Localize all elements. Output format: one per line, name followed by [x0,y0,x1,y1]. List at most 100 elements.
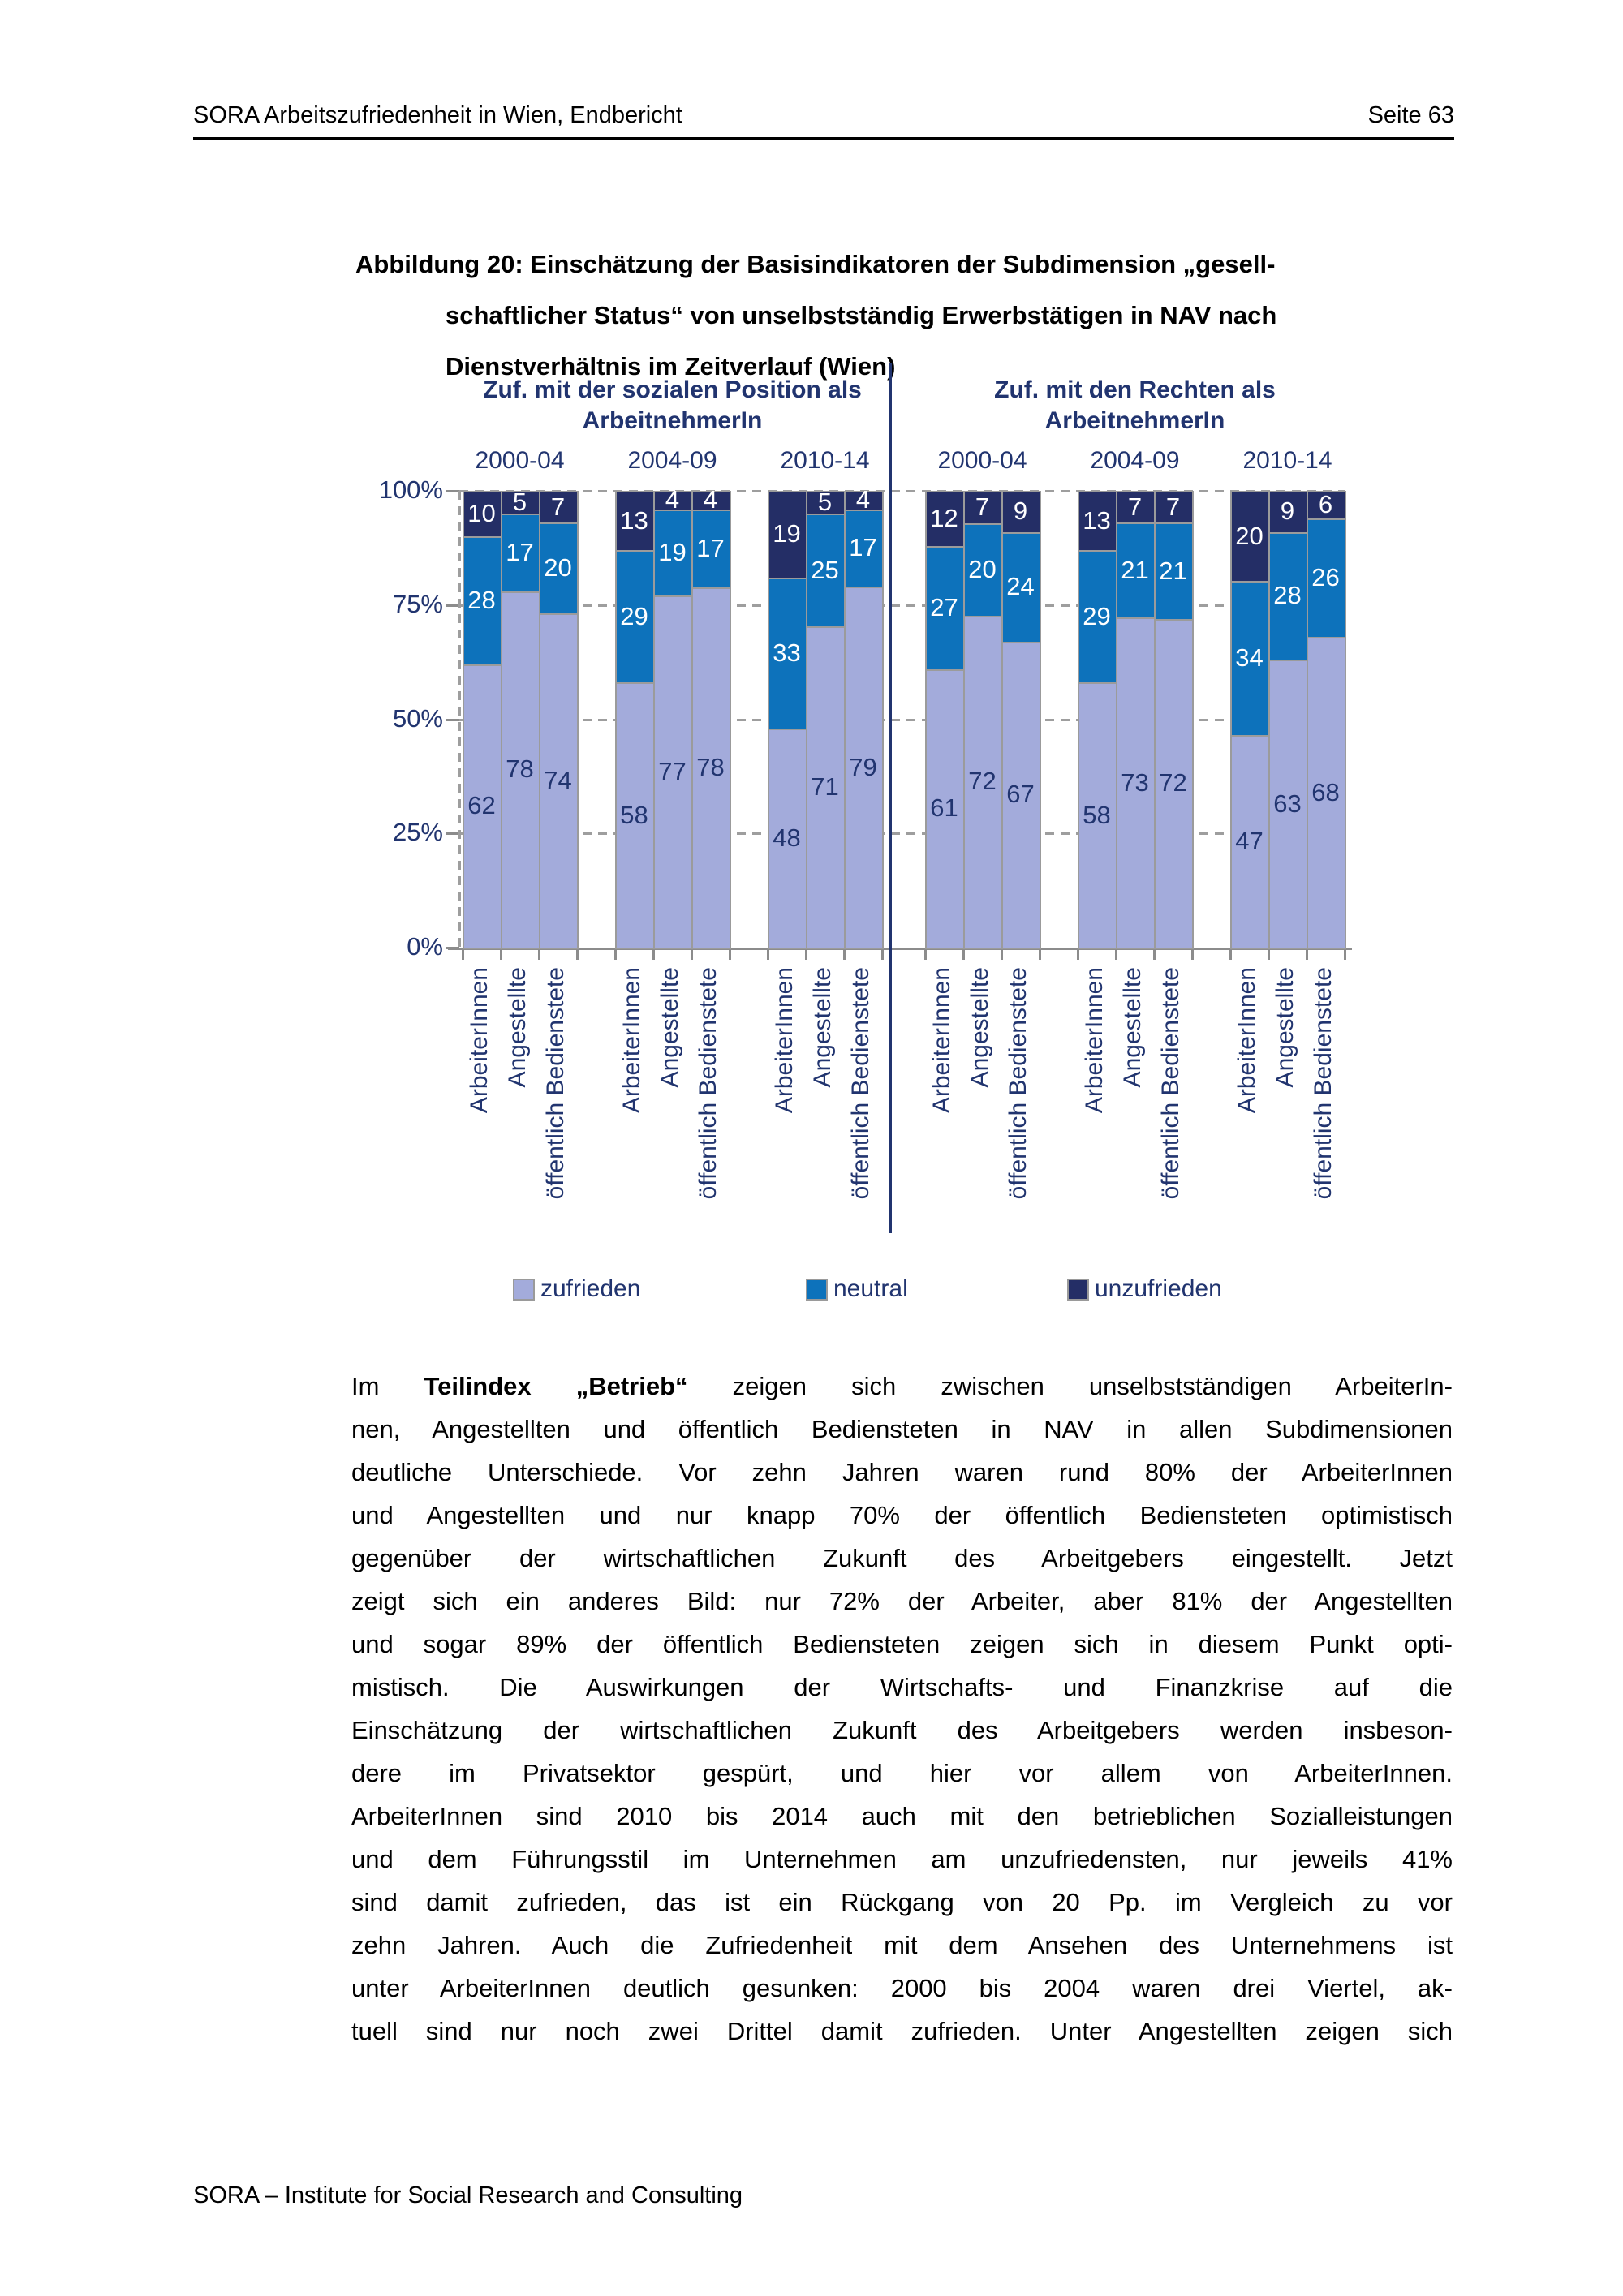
bar-segment-unzufrieden [1307,491,1346,520]
chart-panel-title-line: ArbeitnehmerIn [582,407,763,434]
chart-x-axis [448,948,1352,950]
body-line1-rest: zeigen sich zwischen unselbstständigen A… [732,1372,1453,1400]
bar-segment-zufrieden [1001,641,1041,949]
y-axis-tick [446,832,459,836]
period-label: 2004-09 [1090,447,1180,474]
bar-value-label: 48 [773,823,801,852]
bar-value-label: 74 [544,765,572,794]
bar-value-label: 78 [506,755,534,784]
legend-swatch-zufrieden [513,1278,535,1301]
chart-panel-title: Zuf. mit der sozialen Position als Arbeit… [429,375,916,436]
chart-panel-title: Zuf. mit den Rechten als ArbeitnehmerIn [892,375,1379,436]
chart-y-axis [458,491,461,948]
y-axis-tick [446,718,459,721]
bar-value-label: 78 [696,753,725,782]
bar-value-label: 13 [1083,505,1111,535]
bar-value-label: 67 [1006,780,1035,809]
panel-divider-line [889,363,892,1233]
body-line: tuell sind nur noch zwei Drittel damit z… [351,2017,1453,2045]
bar-value-label: 5 [817,487,833,516]
bar-segment-unzufrieden [539,491,579,525]
bar-segment-zufrieden [691,587,731,949]
bar-segment-unzufrieden [1001,491,1041,534]
bar-value-label: 6 [1318,489,1333,518]
legend-item-unzufrieden: unzufrieden [1067,1275,1222,1303]
bar-value-label: 27 [930,592,958,621]
bar-value-label: 58 [1083,800,1111,829]
bar-segment-unzufrieden [1078,491,1117,553]
figure-title-line-2: schaftlicher Status“ von unselbstständig… [446,301,1277,329]
body-line: nen, Angestellten und öffentlich Bediens… [351,1415,1453,1443]
x-axis-tick [1268,948,1270,960]
legend-label-neutral: neutral [833,1275,908,1302]
page-footer: SORA – Institute for Social Research and… [193,2182,743,2208]
category-label: öffentlich Bedienstete [1004,967,1031,1200]
body-line1-prefix: Im [351,1372,380,1400]
x-axis-tick [576,948,579,960]
period-label: 2004-09 [627,447,717,474]
legend-label-zufrieden: zufrieden [540,1275,641,1302]
bar-value-label: 47 [1235,827,1264,855]
bar-value-label: 17 [696,534,725,563]
x-axis-tick [1039,948,1041,960]
x-axis-tick [1306,948,1308,960]
bar-segment-zufrieden [925,669,965,949]
bar-value-label: 19 [658,538,687,566]
body-line: sind damit zufrieden, das ist ein Rückga… [351,1888,1453,1916]
figure-title: Abbildung 20: Einschätzung der Basisindi… [355,239,1276,392]
bar-value-label: 58 [620,800,648,829]
y-axis-label: 25% [392,818,443,847]
bar-value-label: 9 [1013,497,1028,526]
category-label: Angestellte [808,967,836,1088]
bar-value-label: 71 [811,772,839,802]
legend-label-unzufrieden: unzufrieden [1095,1275,1222,1302]
bar-segment-unzufrieden [501,491,540,516]
bar-value-label: 7 [975,492,990,521]
bar-value-label: 77 [658,757,687,786]
x-axis-tick [767,948,769,960]
body-line: ArbeiterInnen sind 2010 bis 2014 auch mi… [351,1802,1453,1830]
bar-segment-neutral [806,513,846,629]
body-line: deutliche Unterschiede. Vor zehn Jahren … [351,1458,1453,1486]
y-axis-label: 100% [378,475,443,504]
y-axis-tick [446,490,459,492]
bar-segment-neutral [691,509,731,590]
x-axis-tick [1229,948,1232,960]
category-label: ArbeiterInnen [618,967,645,1114]
bar-value-label: 4 [855,485,871,514]
bar-value-label: 7 [1127,492,1143,521]
chart-panel-title-line: Zuf. mit der sozialen Position als [483,376,862,403]
chart-gridline [459,604,1345,607]
bar-value-label: 28 [1273,581,1302,610]
bar-segment-unzufrieden [691,491,731,511]
category-label: öffentlich Bedienstete [694,967,721,1200]
x-axis-tick [881,948,884,960]
period-label: 2000-04 [937,447,1027,474]
bar-value-label: 28 [467,586,496,615]
bar-value-label: 25 [811,555,839,584]
x-axis-tick [652,948,655,960]
bar-value-label: 20 [1235,521,1264,550]
bar-value-label: 62 [467,791,496,820]
x-axis-tick [1153,948,1156,960]
bar-value-label: 10 [467,499,496,528]
bar-segment-zufrieden [1268,660,1308,949]
bar-value-label: 68 [1311,777,1340,806]
category-label: ArbeiterInnen [770,967,798,1114]
bar-segment-zufrieden [1154,618,1194,949]
x-axis-tick [1001,948,1003,960]
bar-value-label: 24 [1006,572,1035,601]
body-line: zehn Jahren. Auch die Zufriedenheit mit … [351,1931,1453,1959]
x-axis-tick [962,948,965,960]
y-axis-tick [446,604,459,607]
category-label: Angestellte [1271,967,1298,1088]
x-axis-tick [843,948,846,960]
y-axis-label: 75% [392,589,443,618]
body-line: und sogar 89% der öffentlich Bedienstete… [351,1630,1453,1658]
bar-value-label: 7 [550,492,566,521]
x-axis-tick [1077,948,1079,960]
bar-value-label: 20 [544,553,572,582]
category-label: öffentlich Bedienstete [541,967,569,1200]
figure-title-line-3: Dienstverhältnis im Zeitverlauf (Wien) [446,352,896,381]
bar-segment-neutral [1307,518,1346,639]
